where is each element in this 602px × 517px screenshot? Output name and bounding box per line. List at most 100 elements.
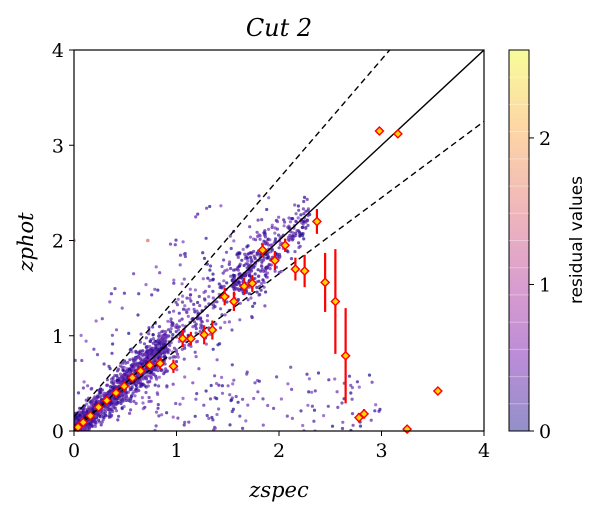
median-marker <box>127 372 138 383</box>
scatter-point <box>268 267 272 271</box>
scatter-point <box>240 258 244 262</box>
scatter-point <box>358 424 363 428</box>
scatter-point <box>205 413 209 418</box>
scatter-point <box>220 264 224 269</box>
scatter-point <box>370 380 374 384</box>
scatter-point <box>164 338 168 343</box>
scatter-point <box>148 344 152 349</box>
scatter-point <box>143 405 147 409</box>
scatter-point <box>79 333 83 337</box>
scatter-point <box>267 196 271 200</box>
scatter-point <box>229 266 233 271</box>
scatter-point <box>108 411 112 415</box>
scatter-point <box>116 418 120 422</box>
scatter-point <box>174 360 179 364</box>
scatter-point <box>188 296 192 301</box>
scatter-point <box>208 204 212 209</box>
scatter-point <box>220 384 224 388</box>
scatter-point <box>211 418 215 422</box>
scatter-point <box>262 269 266 273</box>
scatter-point <box>208 264 213 268</box>
scatter-point <box>141 354 145 358</box>
scatter-point <box>340 401 344 405</box>
scatter-point <box>229 274 233 278</box>
scatter-point <box>207 284 211 288</box>
scatter-point <box>202 256 207 260</box>
scatter-point <box>300 232 304 236</box>
scatter-point <box>275 375 279 379</box>
scatter-point <box>187 420 191 424</box>
scatter-point <box>304 226 308 230</box>
scatter-point <box>316 371 321 375</box>
scatter-point <box>203 289 208 293</box>
scatter-point <box>290 416 294 420</box>
scatter-point <box>80 358 84 363</box>
scatter-point <box>208 397 213 401</box>
scatter-point <box>218 326 223 330</box>
scatter-point <box>74 358 77 362</box>
scatter-point <box>340 426 345 431</box>
scatter-point <box>195 309 199 313</box>
scatter-point <box>106 408 110 412</box>
scatter-point <box>134 356 138 360</box>
scatter-point <box>172 278 176 282</box>
scatter-point <box>154 348 158 352</box>
scatter-point <box>131 357 135 361</box>
scatter-point <box>160 330 164 334</box>
scatter-point <box>223 313 227 317</box>
scatter-point <box>275 254 280 258</box>
scatter-point <box>129 363 133 367</box>
scatter-point <box>255 285 259 289</box>
scatter-point <box>197 294 201 299</box>
x-axis: 0 1 2 3 4 <box>68 431 490 462</box>
colorbar-tick-label: 0 <box>539 421 551 443</box>
scatter-point <box>301 225 305 229</box>
scatter-point <box>168 242 173 246</box>
scatter-point <box>294 212 298 216</box>
scatter-point <box>350 397 354 401</box>
scatter-point <box>128 358 132 362</box>
scatter-point <box>157 325 162 329</box>
median-marker <box>299 265 310 276</box>
scatter-point <box>133 394 137 398</box>
scatter-point <box>96 394 100 398</box>
scatter-point <box>90 420 94 424</box>
median-marker <box>199 329 210 340</box>
scatter-point <box>151 341 155 345</box>
scatter-point <box>108 392 112 396</box>
scatter-point <box>261 397 265 401</box>
median-marker <box>340 350 351 361</box>
scatter-point <box>191 325 195 329</box>
scatter-point <box>213 374 217 378</box>
scatter-point <box>301 423 305 428</box>
scatter-point <box>127 367 131 371</box>
scatter-point <box>140 382 144 386</box>
scatter-point <box>138 349 142 353</box>
scatter-point <box>158 271 162 275</box>
scatter-point <box>222 258 226 262</box>
scatter-point <box>238 262 242 266</box>
scatter-point <box>248 235 253 239</box>
scatter-point <box>149 375 153 379</box>
scatter-point <box>99 423 103 427</box>
scatter-point <box>282 224 286 228</box>
x-tick-label: 3 <box>375 440 387 462</box>
scatter-point <box>94 319 98 323</box>
scatter-point <box>227 320 231 324</box>
scatter-point <box>222 284 226 288</box>
median-marker <box>290 264 301 275</box>
scatter-point <box>176 328 180 332</box>
scatter-point <box>115 374 119 378</box>
scatter-point <box>230 363 234 367</box>
colorbar: 0 1 2 residual values <box>508 49 587 443</box>
scatter-point <box>172 281 176 285</box>
median-marker <box>247 278 258 289</box>
colorbar-label: residual values <box>567 176 587 304</box>
x-tick-label: 4 <box>478 440 490 462</box>
scatter-point <box>289 365 293 369</box>
colorbar-gradient <box>508 49 530 432</box>
scatter-point <box>93 423 97 427</box>
scatter-point <box>285 249 289 253</box>
scatter-point <box>204 389 208 393</box>
scatter-point <box>81 386 85 390</box>
